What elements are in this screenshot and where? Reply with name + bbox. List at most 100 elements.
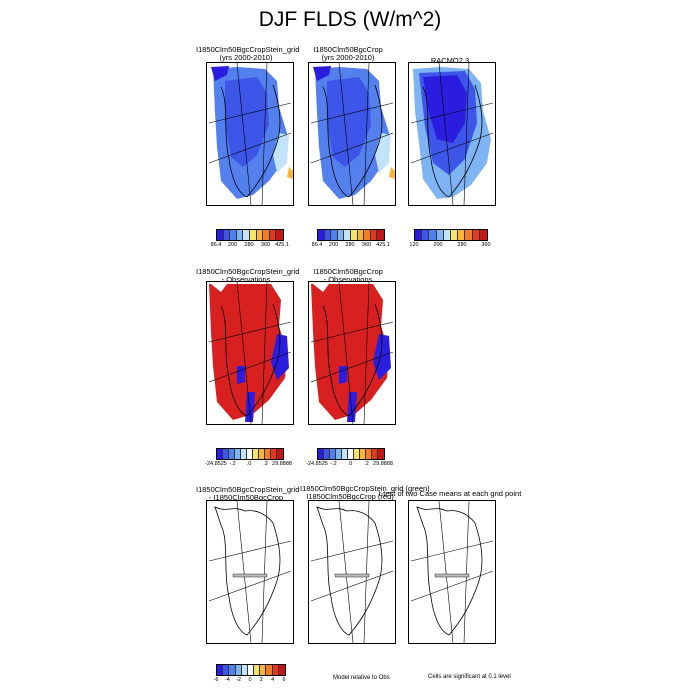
panel-title-r1-2: I1850Clm50BgcCrop (yrs 2000-2010) xyxy=(298,46,398,62)
panel-title-line1: I1850Clm50BgcCropStein_grid (green) xyxy=(300,484,430,493)
colorbar-swatch xyxy=(337,230,345,240)
colorbar-swatch xyxy=(422,230,430,240)
colorbar-tick-label: 29.8888 xyxy=(272,461,292,467)
colorbar-swatch xyxy=(223,230,231,240)
colorbar-swatch xyxy=(350,230,358,240)
colorbar-swatch xyxy=(324,230,332,240)
panel-title-line1: RACMO2.3 xyxy=(430,56,470,65)
map-panel-model-difference xyxy=(206,500,294,644)
colorbar-swatch xyxy=(344,230,351,240)
colorbar-swatch xyxy=(330,449,336,459)
colorbar-swatch xyxy=(318,449,324,459)
colorbar-swatch xyxy=(342,449,348,459)
colorbar-swatch xyxy=(229,665,236,675)
colorbar-tick-label: .2 xyxy=(364,461,369,467)
colorbar-tick-label: 425.1 xyxy=(376,242,390,248)
colorbar-swatch xyxy=(236,230,244,240)
note-model-relative-obs: Model relative to Obs xyxy=(333,675,390,681)
colorbar-swatch xyxy=(436,230,444,240)
colorbar-swatch xyxy=(372,449,378,459)
panel-title-line2: - Observations xyxy=(323,275,373,284)
colorbar-swatch xyxy=(479,230,487,240)
map-panel-model2-minus-obs xyxy=(308,281,396,425)
colorbar-swatch xyxy=(357,230,365,240)
colorbar-r3-1 xyxy=(216,664,286,676)
map-panel-racmo-climatology xyxy=(408,62,496,206)
colorbar-swatch xyxy=(377,230,384,240)
colorbar-tick-label: 2 xyxy=(259,677,263,683)
note-significance: Cells are significant at 0.1 level xyxy=(428,674,511,680)
map-panel-model1-minus-obs xyxy=(206,281,294,425)
colorbar-swatch xyxy=(276,230,283,240)
colorbar-swatch xyxy=(247,665,255,675)
colorbar-swatch xyxy=(217,449,223,459)
colorbar-swatch xyxy=(450,230,459,240)
map-panel-t-test xyxy=(408,500,496,644)
colorbar-tick-label: 200 xyxy=(227,242,238,248)
panel-title-r1-3: RACMO2.3 xyxy=(400,57,500,65)
colorbar-r1-2 xyxy=(317,229,385,241)
colorbar-tick-label: -2 xyxy=(236,677,242,683)
colorbar-tick-label: 425.1 xyxy=(275,242,289,248)
colorbar-swatch xyxy=(366,449,372,459)
colorbar-tick-label: 86.4 xyxy=(311,242,323,248)
colorbar-swatch xyxy=(229,449,235,459)
colorbar-swatch xyxy=(253,449,259,459)
panel-title-line1: I1850Clm50BgcCropStein_grid xyxy=(196,485,300,494)
colorbar-swatch xyxy=(370,230,378,240)
panel-title-line2: - I1850Clm50BgcCrop xyxy=(208,493,284,502)
colorbar-swatch xyxy=(415,230,423,240)
panel-title-line1: I1850Clm50BgcCropStein_grid xyxy=(196,267,300,276)
colorbar-tick-label: .2 xyxy=(263,461,268,467)
colorbar-tick-label: 6 xyxy=(282,677,286,683)
panel-title-line1: I1850Clm50BgcCrop xyxy=(313,45,383,54)
colorbar-swatch xyxy=(318,230,325,240)
colorbar-swatch xyxy=(458,230,466,240)
panel-title-r1-1: I1850Clm50BgcCropStein_grid (yrs 2000-20… xyxy=(196,46,299,62)
colorbar-swatch xyxy=(269,230,277,240)
colorbar-swatch xyxy=(378,449,384,459)
colorbar-tick-label: 200 xyxy=(328,242,339,248)
panel-title-r2-2: I1850Clm50BgcCrop - Observations xyxy=(298,268,398,284)
panel-title-r3-3: t-test of two Case means at each grid po… xyxy=(370,490,530,498)
colorbar-swatch xyxy=(254,665,261,675)
colorbar-swatch xyxy=(241,665,248,675)
colorbar-tick-label: -.2 xyxy=(229,461,236,467)
colorbar-swatch xyxy=(354,449,360,459)
colorbar-r2-1 xyxy=(216,448,284,460)
colorbar-swatch xyxy=(223,449,229,459)
page-title: DJF FLDS (W/m^2) xyxy=(258,8,442,31)
colorbar-swatch xyxy=(217,665,224,675)
colorbar-swatch xyxy=(243,230,250,240)
colorbar-swatch xyxy=(217,230,224,240)
colorbar-swatch xyxy=(277,449,283,459)
colorbar-tick-label: 360 xyxy=(481,242,491,248)
colorbar-swatch xyxy=(336,449,342,459)
colorbar-tick-label: -24.8525 xyxy=(306,461,328,467)
colorbar-swatch xyxy=(443,230,451,240)
colorbar-swatch xyxy=(265,449,271,459)
colorbar-swatch xyxy=(235,665,242,675)
colorbar-tick-label: 280 xyxy=(345,242,355,248)
colorbar-swatch xyxy=(247,449,253,459)
panel-title-r3-1: I1850Clm50BgcCropStein_grid - I1850Clm50… xyxy=(196,485,300,502)
colorbar-tick-label: 0 xyxy=(248,677,252,683)
colorbar-swatch xyxy=(271,449,277,459)
colorbar-swatch xyxy=(249,230,257,240)
panel-title-line2: - Observations xyxy=(221,275,271,284)
panel-title-line1: t-test of two Case means at each grid po… xyxy=(378,489,522,498)
panel-title-line2: I1850Clm50BgcCrop (red) xyxy=(306,492,394,501)
panel-title-line2: (yrs 2000-2010) xyxy=(321,53,375,62)
colorbar-swatch xyxy=(223,665,230,675)
colorbar-swatch xyxy=(364,230,371,240)
colorbar-swatch xyxy=(230,230,237,240)
colorbar-tick-label: 280 xyxy=(244,242,254,248)
map-panel-model1-climatology xyxy=(206,62,294,206)
colorbar-swatch xyxy=(360,449,366,459)
colorbar-swatch xyxy=(272,665,279,675)
colorbar-swatch xyxy=(331,230,338,240)
map-panel-model-overlay xyxy=(308,500,396,644)
colorbar-swatch xyxy=(263,230,270,240)
colorbar-swatch xyxy=(465,230,473,240)
map-panel-model2-climatology xyxy=(308,62,396,206)
